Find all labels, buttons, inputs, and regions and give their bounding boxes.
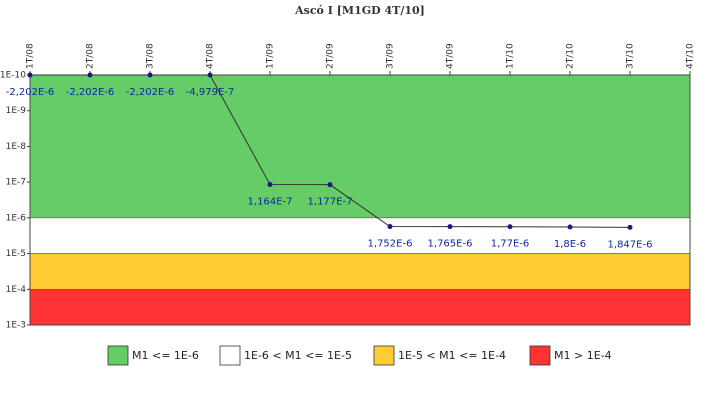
x-tick-label: 1T/08 — [26, 43, 36, 69]
x-tick-label: 2T/09 — [326, 43, 336, 69]
data-label: -2,202E-6 — [66, 87, 115, 98]
chart-title: Ascó I [M1GD 4T/10] — [294, 4, 425, 17]
y-tick-label: 1E-8 — [6, 142, 27, 152]
data-label: 1,765E-6 — [428, 239, 473, 250]
legend-label: 1E-5 < M1 <= 1E-4 — [398, 349, 506, 362]
y-tick-label: 1E-7 — [6, 178, 26, 188]
y-tick-label: 1E-6 — [6, 213, 27, 223]
x-tick-label: 3T/10 — [626, 43, 636, 69]
data-point — [447, 224, 453, 230]
data-label: -2,202E-6 — [6, 87, 55, 98]
data-label: -4,979E-7 — [186, 87, 235, 98]
data-label: 1,847E-6 — [608, 239, 653, 250]
data-label: 1,752E-6 — [368, 239, 413, 250]
data-point — [387, 224, 393, 230]
x-tick-label: 3T/08 — [146, 43, 156, 69]
legend-label: 1E-6 < M1 <= 1E-5 — [244, 349, 352, 362]
plot-frame — [29, 74, 691, 326]
data-point — [27, 72, 33, 78]
band — [29, 253, 691, 290]
band — [29, 217, 691, 254]
x-tick-label: 4T/08 — [206, 43, 216, 69]
data-point — [627, 224, 633, 230]
data-label: 1,8E-6 — [554, 239, 586, 250]
legend-swatch — [373, 345, 395, 366]
data-point — [87, 72, 93, 78]
data-label: -2,202E-6 — [126, 87, 175, 98]
data-label: 1,177E-7 — [308, 197, 353, 208]
x-tick-label: 3T/09 — [386, 43, 396, 69]
data-point — [567, 224, 573, 230]
x-tick-label: 1T/10 — [506, 43, 516, 69]
x-tick-label: 4T/09 — [446, 43, 456, 69]
band — [29, 74, 691, 219]
x-tick-label: 2T/10 — [566, 43, 576, 69]
legend-label: M1 > 1E-4 — [554, 349, 612, 362]
data-label: 1,77E-6 — [491, 239, 530, 250]
legend-label: M1 <= 1E-6 — [132, 349, 199, 362]
y-tick-label: 1E-3 — [6, 321, 26, 331]
data-point — [147, 72, 153, 78]
legend-swatch — [219, 345, 241, 366]
x-tick-label: 1T/09 — [266, 43, 276, 69]
y-tick-label: 1E-9 — [6, 106, 27, 116]
y-tick-label: 1E-10 — [0, 71, 26, 81]
legend-swatch — [529, 345, 551, 366]
y-tick-label: 1E-4 — [6, 285, 27, 295]
y-tick-label: 1E-5 — [6, 249, 26, 259]
data-point — [327, 182, 333, 188]
data-label: 1,164E-7 — [248, 196, 293, 207]
data-point — [267, 181, 273, 187]
band — [29, 288, 691, 326]
x-tick-label: 4T/10 — [686, 43, 696, 69]
x-tick-label: 2T/08 — [86, 43, 96, 69]
legend-swatch — [107, 345, 129, 366]
data-point — [507, 224, 513, 230]
data-point — [207, 72, 213, 78]
